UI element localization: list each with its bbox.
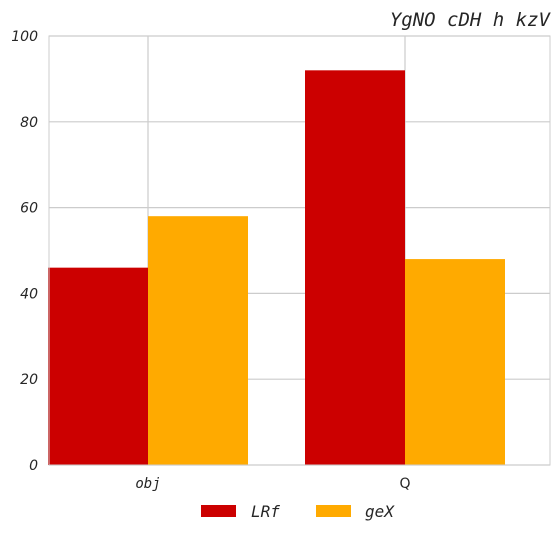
legend-swatch-LRf <box>201 505 236 517</box>
bars <box>48 70 505 465</box>
y-tick-label: 80 <box>20 115 38 131</box>
plot-frame <box>48 35 551 466</box>
y-tick-label: 0 <box>29 458 38 474</box>
bar-geX-obj <box>148 216 248 465</box>
y-tick-label: 40 <box>20 286 38 302</box>
y-tick-label: 20 <box>20 372 38 388</box>
bar-LRf-Q <box>305 70 405 465</box>
y-axis-ticks: 0 20 40 60 80 100 <box>11 29 38 474</box>
bar-geX-Q <box>405 259 505 465</box>
legend-label: LRf <box>251 502 280 521</box>
x-axis-ticks: obj Q <box>135 476 410 492</box>
x-tick-label: Q <box>399 476 410 492</box>
legend: LRf geX <box>201 502 395 521</box>
legend-label: geX <box>365 502 395 521</box>
bar-LRf-obj <box>48 267 148 465</box>
y-tick-label: 60 <box>20 201 38 217</box>
chart-title: YgNO cDH h kzV <box>390 9 552 31</box>
x-tick-label: obj <box>135 476 160 492</box>
y-tick-label: 100 <box>11 29 38 45</box>
legend-swatch-geX <box>316 505 351 517</box>
